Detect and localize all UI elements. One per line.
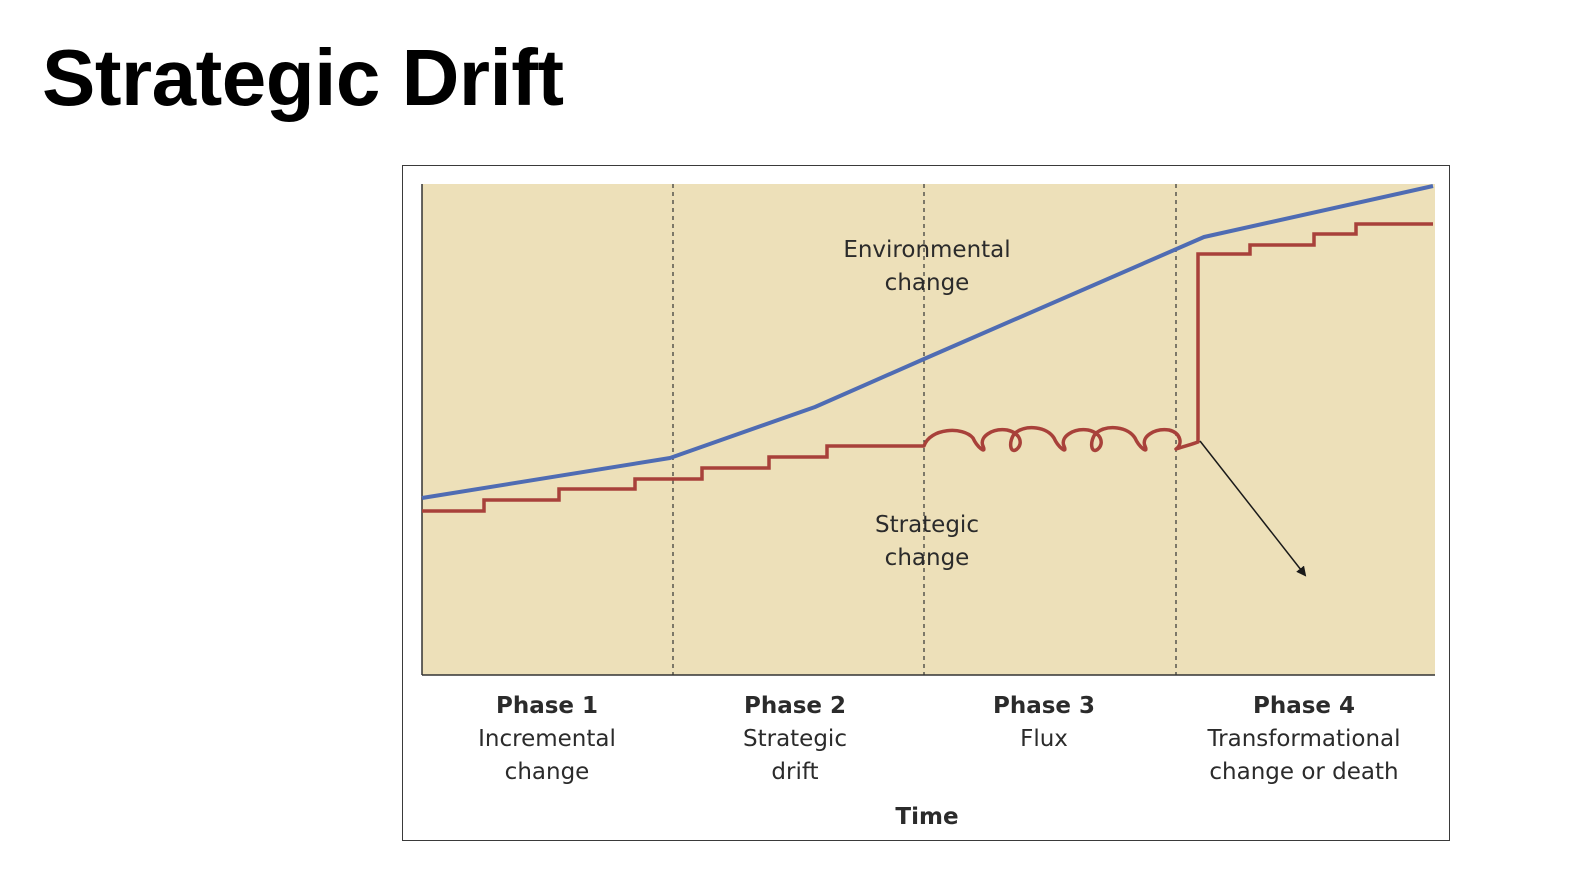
strategic-drift-diagram: Environmental change Strategic change Ph… [402, 165, 1450, 841]
phase-2-line1: Strategic [743, 726, 847, 752]
phase-4-line2: change or death [1209, 759, 1398, 785]
phase-3-title: Phase 3 [993, 693, 1095, 719]
environmental-change-line [421, 184, 1434, 500]
strategic-change-label-line1: Strategic [875, 512, 979, 538]
strategic-transformation-line [1196, 222, 1433, 442]
phase-2-title: Phase 2 [744, 693, 846, 719]
strategic-flux-loops [922, 425, 1200, 453]
strategic-change-line [422, 444, 924, 513]
phase-2-line2: drift [771, 759, 818, 785]
phase-4-line1: Transformational [1206, 726, 1400, 752]
strategic-change-label-line2: change [885, 545, 970, 571]
slide-title: Strategic Drift [42, 33, 564, 122]
phase-1-title: Phase 1 [496, 693, 598, 719]
phase-1-line1: Incremental [478, 726, 616, 752]
phase-4-title: Phase 4 [1253, 693, 1355, 719]
x-axis-label: Time [895, 804, 958, 830]
plot-area [422, 184, 1435, 675]
decline-arrow [1199, 440, 1307, 577]
environmental-change-label-line2: change [885, 270, 970, 296]
phase-1-line2: change [505, 759, 590, 785]
environmental-change-label-line1: Environmental [843, 237, 1010, 263]
phase-3-line1: Flux [1020, 726, 1068, 752]
